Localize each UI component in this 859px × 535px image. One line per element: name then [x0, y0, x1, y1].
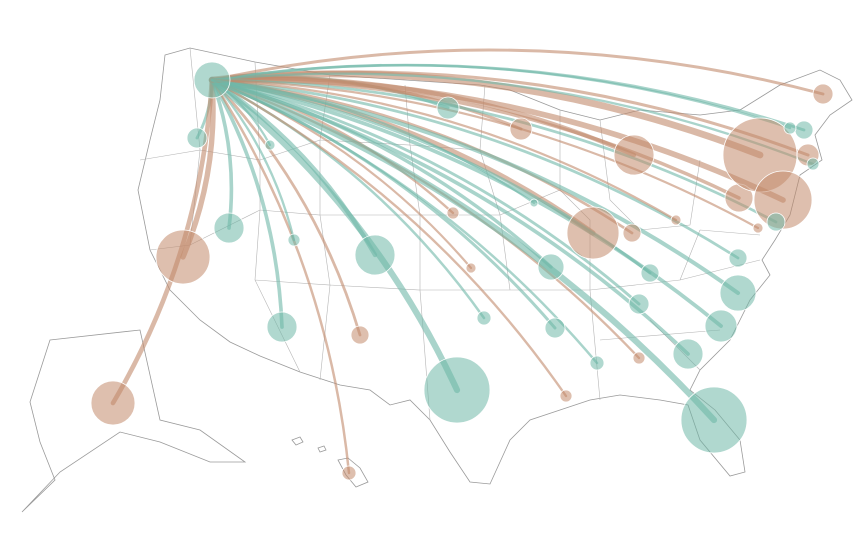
flow-line	[208, 76, 718, 424]
destination-circle	[90, 380, 136, 426]
destination-circle	[766, 212, 786, 232]
destination-circle	[465, 262, 477, 274]
destination-circle	[266, 311, 298, 343]
flow-line	[210, 78, 641, 306]
destination-circle	[622, 223, 642, 243]
destination-circle	[672, 338, 704, 370]
destination-circle	[354, 234, 396, 276]
destination-circle	[680, 386, 748, 454]
destination-circle	[728, 248, 748, 268]
flow-line	[210, 78, 678, 222]
flow-line	[210, 63, 792, 130]
destination-circle	[509, 117, 533, 141]
flow-line	[210, 78, 351, 475]
destination-circle	[753, 170, 813, 230]
destination-circle	[670, 214, 682, 226]
destination-circle	[423, 356, 491, 424]
destination-circle	[752, 222, 764, 234]
flow-line	[209, 76, 786, 203]
destination-circle	[544, 317, 566, 339]
destination-circle	[341, 465, 357, 481]
destination-circle	[446, 206, 460, 220]
destination-circle	[186, 127, 208, 149]
destination-circle	[783, 121, 797, 135]
flow-line	[210, 78, 568, 398]
flow-line	[210, 78, 536, 205]
destination-circle	[476, 310, 492, 326]
flow-line	[208, 76, 461, 394]
destination-circle	[287, 233, 301, 247]
destination-circle	[436, 96, 460, 120]
flow-line	[210, 78, 740, 260]
destination-circle	[350, 325, 370, 345]
destination-circle	[794, 120, 814, 140]
flow-line	[210, 78, 362, 337]
destination-circle	[193, 61, 231, 99]
flow-line	[210, 48, 825, 96]
destination-circle	[812, 83, 834, 105]
destination-circle	[213, 212, 245, 244]
destination-circle	[559, 389, 573, 403]
destinations	[90, 61, 834, 481]
destination-circle	[264, 139, 276, 151]
destination-circle	[155, 229, 211, 285]
flow-line	[210, 78, 284, 329]
flow-line	[210, 78, 760, 230]
destination-circle	[640, 263, 660, 283]
destination-circle	[589, 355, 605, 371]
destination-circle	[719, 274, 757, 312]
alaska	[21, 329, 247, 513]
destination-circle	[632, 351, 646, 365]
destination-circle	[806, 157, 820, 171]
destination-circle	[704, 309, 738, 343]
destination-circle	[566, 206, 620, 260]
destination-circle	[613, 134, 655, 176]
flow-line	[210, 78, 778, 224]
hawaii	[291, 436, 369, 488]
flow-line	[210, 78, 296, 242]
destination-circle	[628, 293, 650, 315]
destination-circle	[529, 198, 539, 208]
destination-circle	[537, 253, 565, 281]
